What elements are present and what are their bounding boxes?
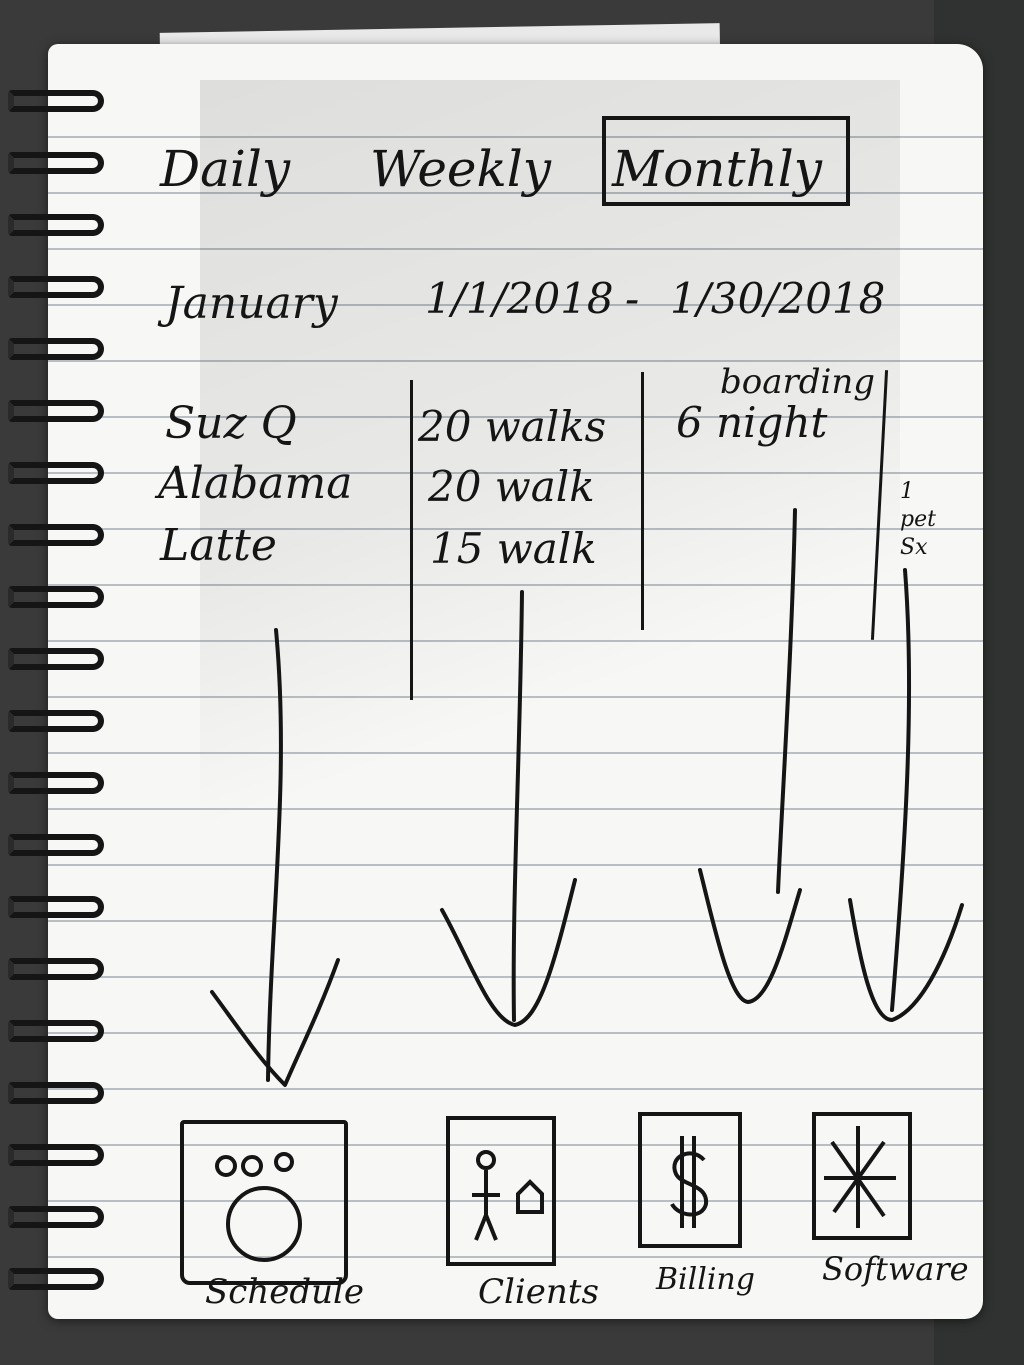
person-house-icon [472,1150,544,1241]
walks-cell: 15 walk [430,524,597,573]
nav-clients-label[interactable]: Clients [478,1272,599,1312]
side-note: 1 pet Sx [900,479,936,560]
column-divider [641,372,644,630]
boarding-cell: 6 night [676,398,828,447]
arrow-billing [776,508,797,894]
clock-icon [215,1152,302,1262]
tab-monthly[interactable]: Monthly [612,140,823,198]
nav-billing-button[interactable] [638,1112,742,1248]
nav-schedule-label[interactable]: Schedule [205,1272,365,1312]
asterisk-icon [824,1126,896,1228]
walks-cell: 20 walks [418,402,607,451]
date-separator: - [625,274,640,323]
walks-cell: 20 walk [428,462,595,511]
tab-monthly-selected-box[interactable] [602,116,850,206]
client-name[interactable]: Suz Q [165,398,297,449]
start-date[interactable]: 1/1/2018 [425,274,614,323]
client-name[interactable]: Alabama [158,458,353,509]
arrow-software [890,568,912,1012]
boarding-header: boarding [720,362,876,402]
dollar-icon [670,1136,709,1228]
nav-clients-button[interactable] [446,1116,556,1266]
end-date[interactable]: 1/30/2018 [670,274,886,323]
tab-weekly[interactable]: Weekly [370,140,552,198]
arrow-clients [511,590,524,1022]
nav-billing-label[interactable]: Billing [656,1262,755,1297]
nav-software-label[interactable]: Software [822,1250,969,1288]
tab-daily[interactable]: Daily [160,140,291,198]
client-name[interactable]: Latte [160,520,277,571]
column-divider [410,380,413,700]
arrow-schedule [266,628,283,1082]
spiral-binding [8,90,108,1310]
month-label: January [165,278,338,329]
nav-schedule-button[interactable] [180,1120,348,1285]
nav-software-button[interactable] [812,1112,912,1240]
